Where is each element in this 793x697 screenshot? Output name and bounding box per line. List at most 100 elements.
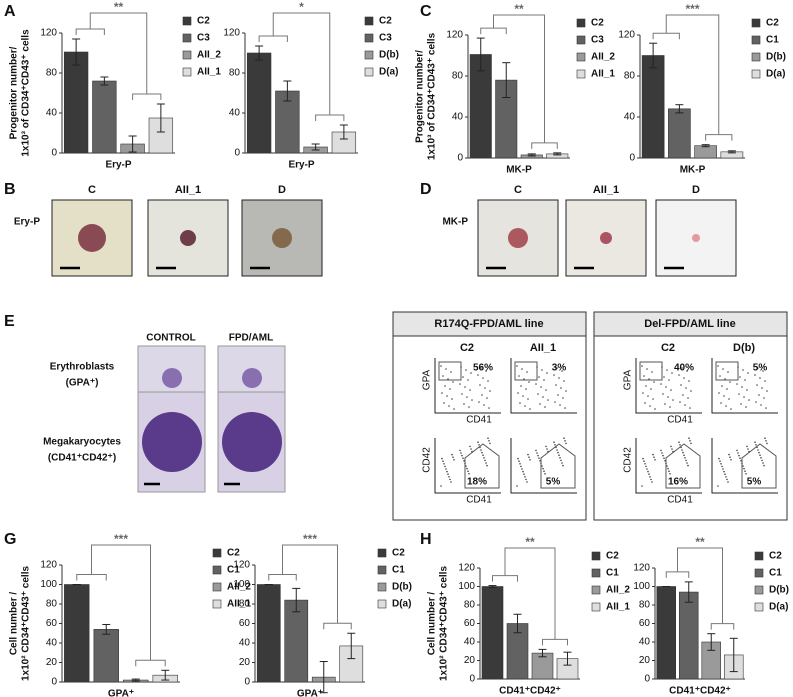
event-dot [689,440,691,442]
event-dot [440,485,442,487]
event-dot [486,464,488,467]
y-tick-label: 20 [464,655,476,666]
event-dot [723,395,725,397]
gate [438,361,462,381]
event-dot [555,384,557,386]
bar [64,584,90,683]
event-dot [759,377,761,379]
error-bar [292,587,301,613]
bar [92,80,117,154]
event-dot [663,376,665,378]
legend-label: AII_1 [606,602,630,613]
legend-label: D(b) [392,582,412,593]
bar [668,108,691,159]
significance: * [299,0,304,14]
bracket [493,14,545,143]
gate-percent: 3% [552,363,567,374]
error-bar [476,37,485,72]
gate-percent: 5% [753,363,768,374]
legend-swatch [182,16,192,26]
event-dot [525,388,527,390]
event-dot [560,459,562,462]
legend-label: C1 [766,35,779,46]
event-dot [478,444,480,446]
y-tick-label: 40 [239,638,251,649]
gate [464,443,500,489]
event-dot [722,368,724,370]
event-dot [560,387,562,389]
legend-swatch [182,33,192,43]
legend-swatch [377,565,387,575]
event-dot [527,453,529,456]
event-dot [662,454,664,457]
y-tick-label: 0 [629,153,635,164]
x-axis-label: CD41⁺CD42⁺ [669,686,731,697]
event-dot [470,448,472,450]
error-bar [538,648,547,658]
event-dot [646,468,648,470]
event-dot [650,478,652,481]
plot-axes [510,438,577,494]
x-axis-label: MK-P [506,165,532,176]
event-dot [678,441,680,444]
legend-label: C1 [392,565,405,576]
event-dot [718,457,720,460]
event-dot [441,392,443,394]
plot-axes [510,358,577,414]
legend-swatch [364,50,374,60]
event-dot [664,403,666,405]
event-dot [559,457,561,459]
event-dot [669,473,671,475]
y-tick-label: 100 [633,581,650,592]
gate-percent: 56% [473,363,493,374]
error-bar [319,661,328,694]
event-dot [679,401,681,403]
bracket [492,575,518,582]
event-dot [649,405,651,407]
error-bar [513,613,522,634]
event-dot [725,476,727,478]
bracket [677,547,723,624]
event-dot [755,401,757,403]
row-label: MK-P [442,217,468,228]
legend-swatch [212,565,222,575]
legend-swatch [754,568,764,578]
row-label: (CD41⁺CD42⁺) [48,453,116,464]
error-bar [161,669,170,681]
event-dot [461,393,463,395]
event-dot [521,468,523,470]
event-dot [672,399,674,401]
event-dot [539,460,541,462]
event-dot [746,445,748,448]
x-axis-label: GPA⁺ [108,689,134,697]
legend-swatch [591,568,601,578]
legend-swatch [364,16,374,26]
cell [692,234,700,242]
error-bar [488,585,497,588]
event-dot [543,470,545,473]
event-dot [741,386,743,388]
legend-swatch [591,551,601,561]
panel-letter: D [420,181,432,198]
row-label: Ery-P [14,217,40,228]
event-dot [721,465,723,468]
bracket [542,638,568,646]
event-dot [679,444,681,446]
event-dot [535,449,537,452]
error-bar [283,80,292,102]
event-dot [484,387,486,389]
event-dot [480,367,482,369]
event-dot [541,465,543,467]
event-dot [469,445,471,448]
event-dot [553,374,555,376]
event-dot [762,370,764,372]
axis-label: CD42 [623,447,634,473]
legend-label: D(a) [769,602,788,613]
y-tick-label: 20 [239,657,251,668]
legend-label: C1 [227,565,240,576]
legend-label: C2 [769,551,782,562]
event-dot [722,468,724,470]
event-dot [725,405,727,407]
event-dot [687,397,689,399]
